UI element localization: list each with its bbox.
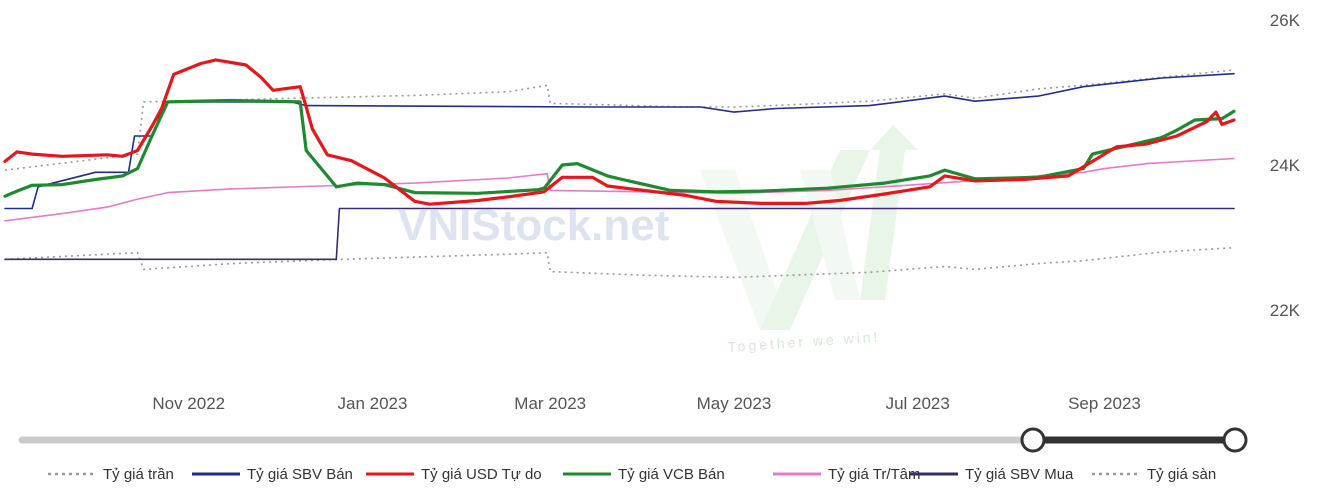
series-line-6 (4, 207, 1235, 261)
y-tick-label: 22K (1270, 301, 1301, 320)
legend-label: Tỷ giá Tr/Tâm (828, 466, 921, 483)
x-tick-label: Jul 2023 (886, 394, 950, 413)
watermark: VNIStock.net Together we win! (398, 125, 918, 355)
legend-label: Tỷ giá trần (103, 466, 174, 483)
y-tick-label: 26K (1270, 11, 1301, 30)
legend-item[interactable]: Tỷ giá sàn (1092, 466, 1216, 483)
x-tick-label: Sep 2023 (1068, 394, 1141, 413)
legend-item[interactable]: Tỷ giá VCB Bán (563, 466, 725, 483)
x-tick-label: Nov 2022 (152, 394, 225, 413)
legend-item[interactable]: Tỷ giá SBV Mua (910, 466, 1074, 483)
watermark-logo (700, 125, 918, 330)
legend-item[interactable]: Tỷ giá USD Tự do (366, 466, 542, 483)
legend-label: Tỷ giá USD Tự do (421, 466, 542, 483)
x-tick-label: Jan 2023 (338, 394, 408, 413)
legend: Tỷ giá trần Tỷ giá SBV Bán Tỷ giá USD Tự d… (48, 466, 1216, 483)
series-line-2 (4, 72, 1235, 210)
x-axis: Nov 2022 Jan 2023 Mar 2023 May 2023 Jul 2023… (152, 394, 1141, 413)
legend-label: Tỷ giá SBV Bán (247, 466, 353, 483)
range-slider[interactable] (18, 427, 1248, 453)
x-tick-label: May 2023 (697, 394, 772, 413)
legend-item[interactable]: Tỷ giá SBV Bán (192, 466, 353, 483)
series-line-3 (3, 58, 1236, 206)
y-axis: 22K 24K 26K (1270, 11, 1301, 320)
series-layer (3, 58, 1236, 279)
series-line-4 (3, 98, 1236, 198)
watermark-slogan: Together we win! (727, 328, 881, 355)
legend-label: Tỷ giá VCB Bán (618, 466, 725, 483)
series-line-1 (4, 69, 1235, 171)
legend-item[interactable]: Tỷ giá trần (48, 466, 174, 483)
x-tick-label: Mar 2023 (514, 394, 586, 413)
range-slider-start-handle[interactable] (1020, 427, 1046, 453)
series-line-7 (4, 246, 1235, 279)
y-tick-label: 24K (1270, 156, 1301, 175)
legend-label: Tỷ giá sàn (1147, 466, 1216, 483)
range-slider-end-handle[interactable] (1222, 427, 1248, 453)
legend-item[interactable]: Tỷ giá Tr/Tâm (773, 466, 921, 483)
legend-label: Tỷ giá SBV Mua (965, 466, 1074, 483)
